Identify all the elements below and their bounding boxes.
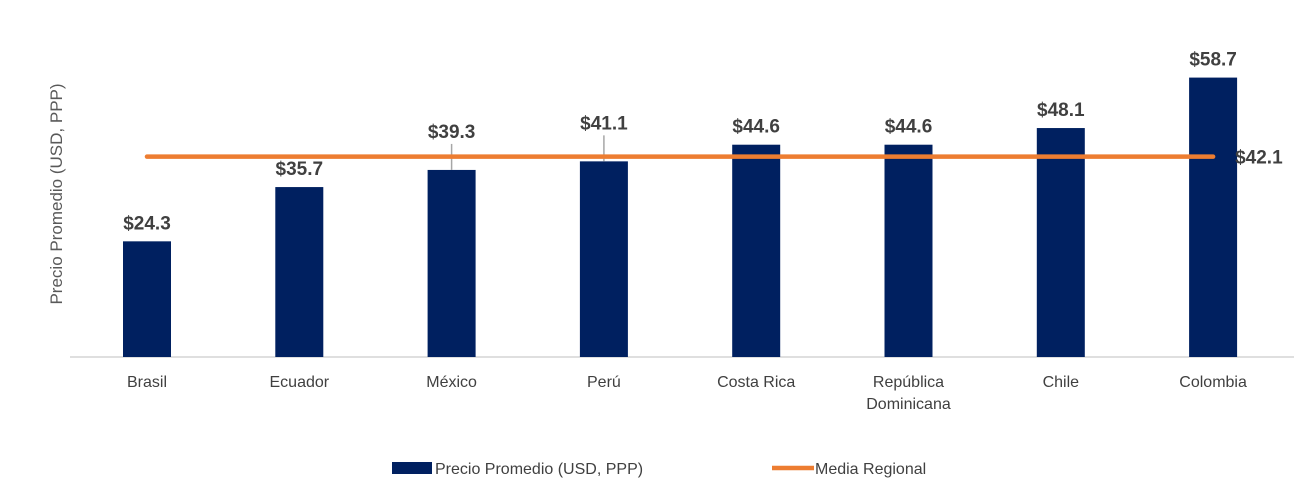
- legend-swatch-bars: [392, 462, 432, 474]
- data-label-7: $58.7: [1189, 50, 1237, 71]
- x-tick-label-2: México: [426, 374, 477, 391]
- bar-6: [1036, 128, 1085, 357]
- bar-1: [275, 187, 324, 357]
- data-label-6: $48.1: [1037, 100, 1085, 121]
- data-label-5: $44.6: [885, 117, 933, 138]
- x-tick-label-5: República Dominicana: [866, 374, 951, 413]
- data-label-4: $44.6: [732, 117, 780, 138]
- bar-0: [123, 241, 171, 357]
- data-label-0: $24.3: [123, 213, 171, 234]
- x-tick-label-3: Perú: [587, 374, 621, 391]
- x-tick-label-0: Brasil: [127, 374, 167, 391]
- x-tick-label-7: Colombia: [1179, 374, 1247, 391]
- x-tick-label-1: Ecuador: [270, 374, 330, 391]
- y-axis-title: Precio Promedio (USD, PPP): [47, 83, 66, 304]
- legend: Precio Promedio (USD, PPP) Media Regional: [392, 461, 926, 478]
- plot-area: Brasil $24.3 Ecuador $35.7 México $39.3 Perú $4…: [70, 50, 1294, 413]
- legend-label-line: Media Regional: [815, 461, 926, 478]
- bar-5: [884, 144, 933, 357]
- bar-3: [579, 161, 628, 357]
- average-line-label: $42.1: [1235, 148, 1283, 169]
- bar-4: [732, 144, 781, 357]
- data-label-1: $35.7: [276, 159, 324, 180]
- bar-7: [1189, 77, 1238, 357]
- legend-label-bars: Precio Promedio (USD, PPP): [435, 461, 643, 478]
- data-label-2: $39.3: [428, 122, 476, 143]
- data-label-3: $41.1: [580, 113, 628, 134]
- bar-2: [427, 169, 476, 357]
- x-tick-label-4: Costa Rica: [717, 374, 795, 391]
- x-tick-label-6: Chile: [1043, 374, 1080, 391]
